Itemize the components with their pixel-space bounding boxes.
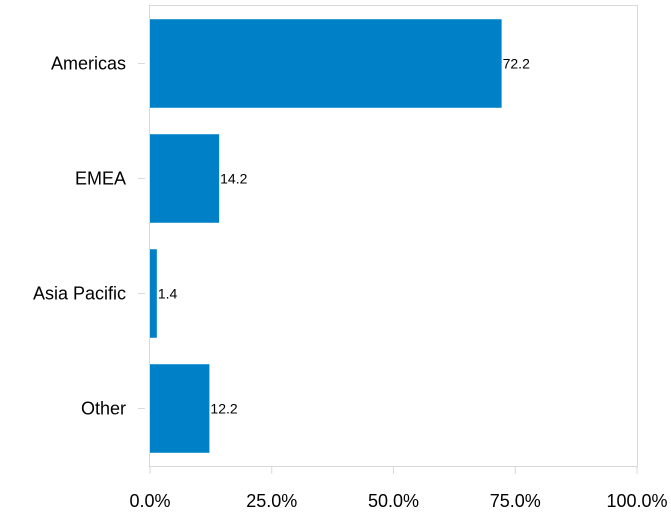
value-tick-label: 25.0%	[246, 491, 297, 511]
category-label: Asia Pacific	[33, 284, 126, 304]
data-label: 72.2	[503, 56, 530, 72]
value-tick-label: 100.0%	[606, 491, 667, 511]
category-label: Other	[81, 399, 126, 419]
bar	[150, 249, 157, 338]
value-tick-label: 75.0%	[490, 491, 541, 511]
data-label: 14.2	[220, 171, 247, 187]
bar	[150, 19, 502, 108]
value-tick-label: 50.0%	[368, 491, 419, 511]
bar	[150, 364, 210, 453]
plot-frame	[149, 5, 638, 467]
bar	[150, 134, 220, 223]
category-label: EMEA	[75, 169, 126, 189]
value-tick-label: 0.0%	[129, 491, 170, 511]
category-label: Americas	[51, 54, 126, 74]
category-axis: Americas EMEA Asia Pacific Other	[33, 54, 145, 419]
value-axis: 0.0% 25.0% 50.0% 75.0% 100.0%	[129, 467, 668, 511]
data-labels-group: 72.2 14.2 1.4 12.2	[158, 56, 530, 417]
bars-group	[150, 19, 502, 453]
data-label: 12.2	[210, 401, 237, 417]
data-label: 1.4	[158, 286, 178, 302]
